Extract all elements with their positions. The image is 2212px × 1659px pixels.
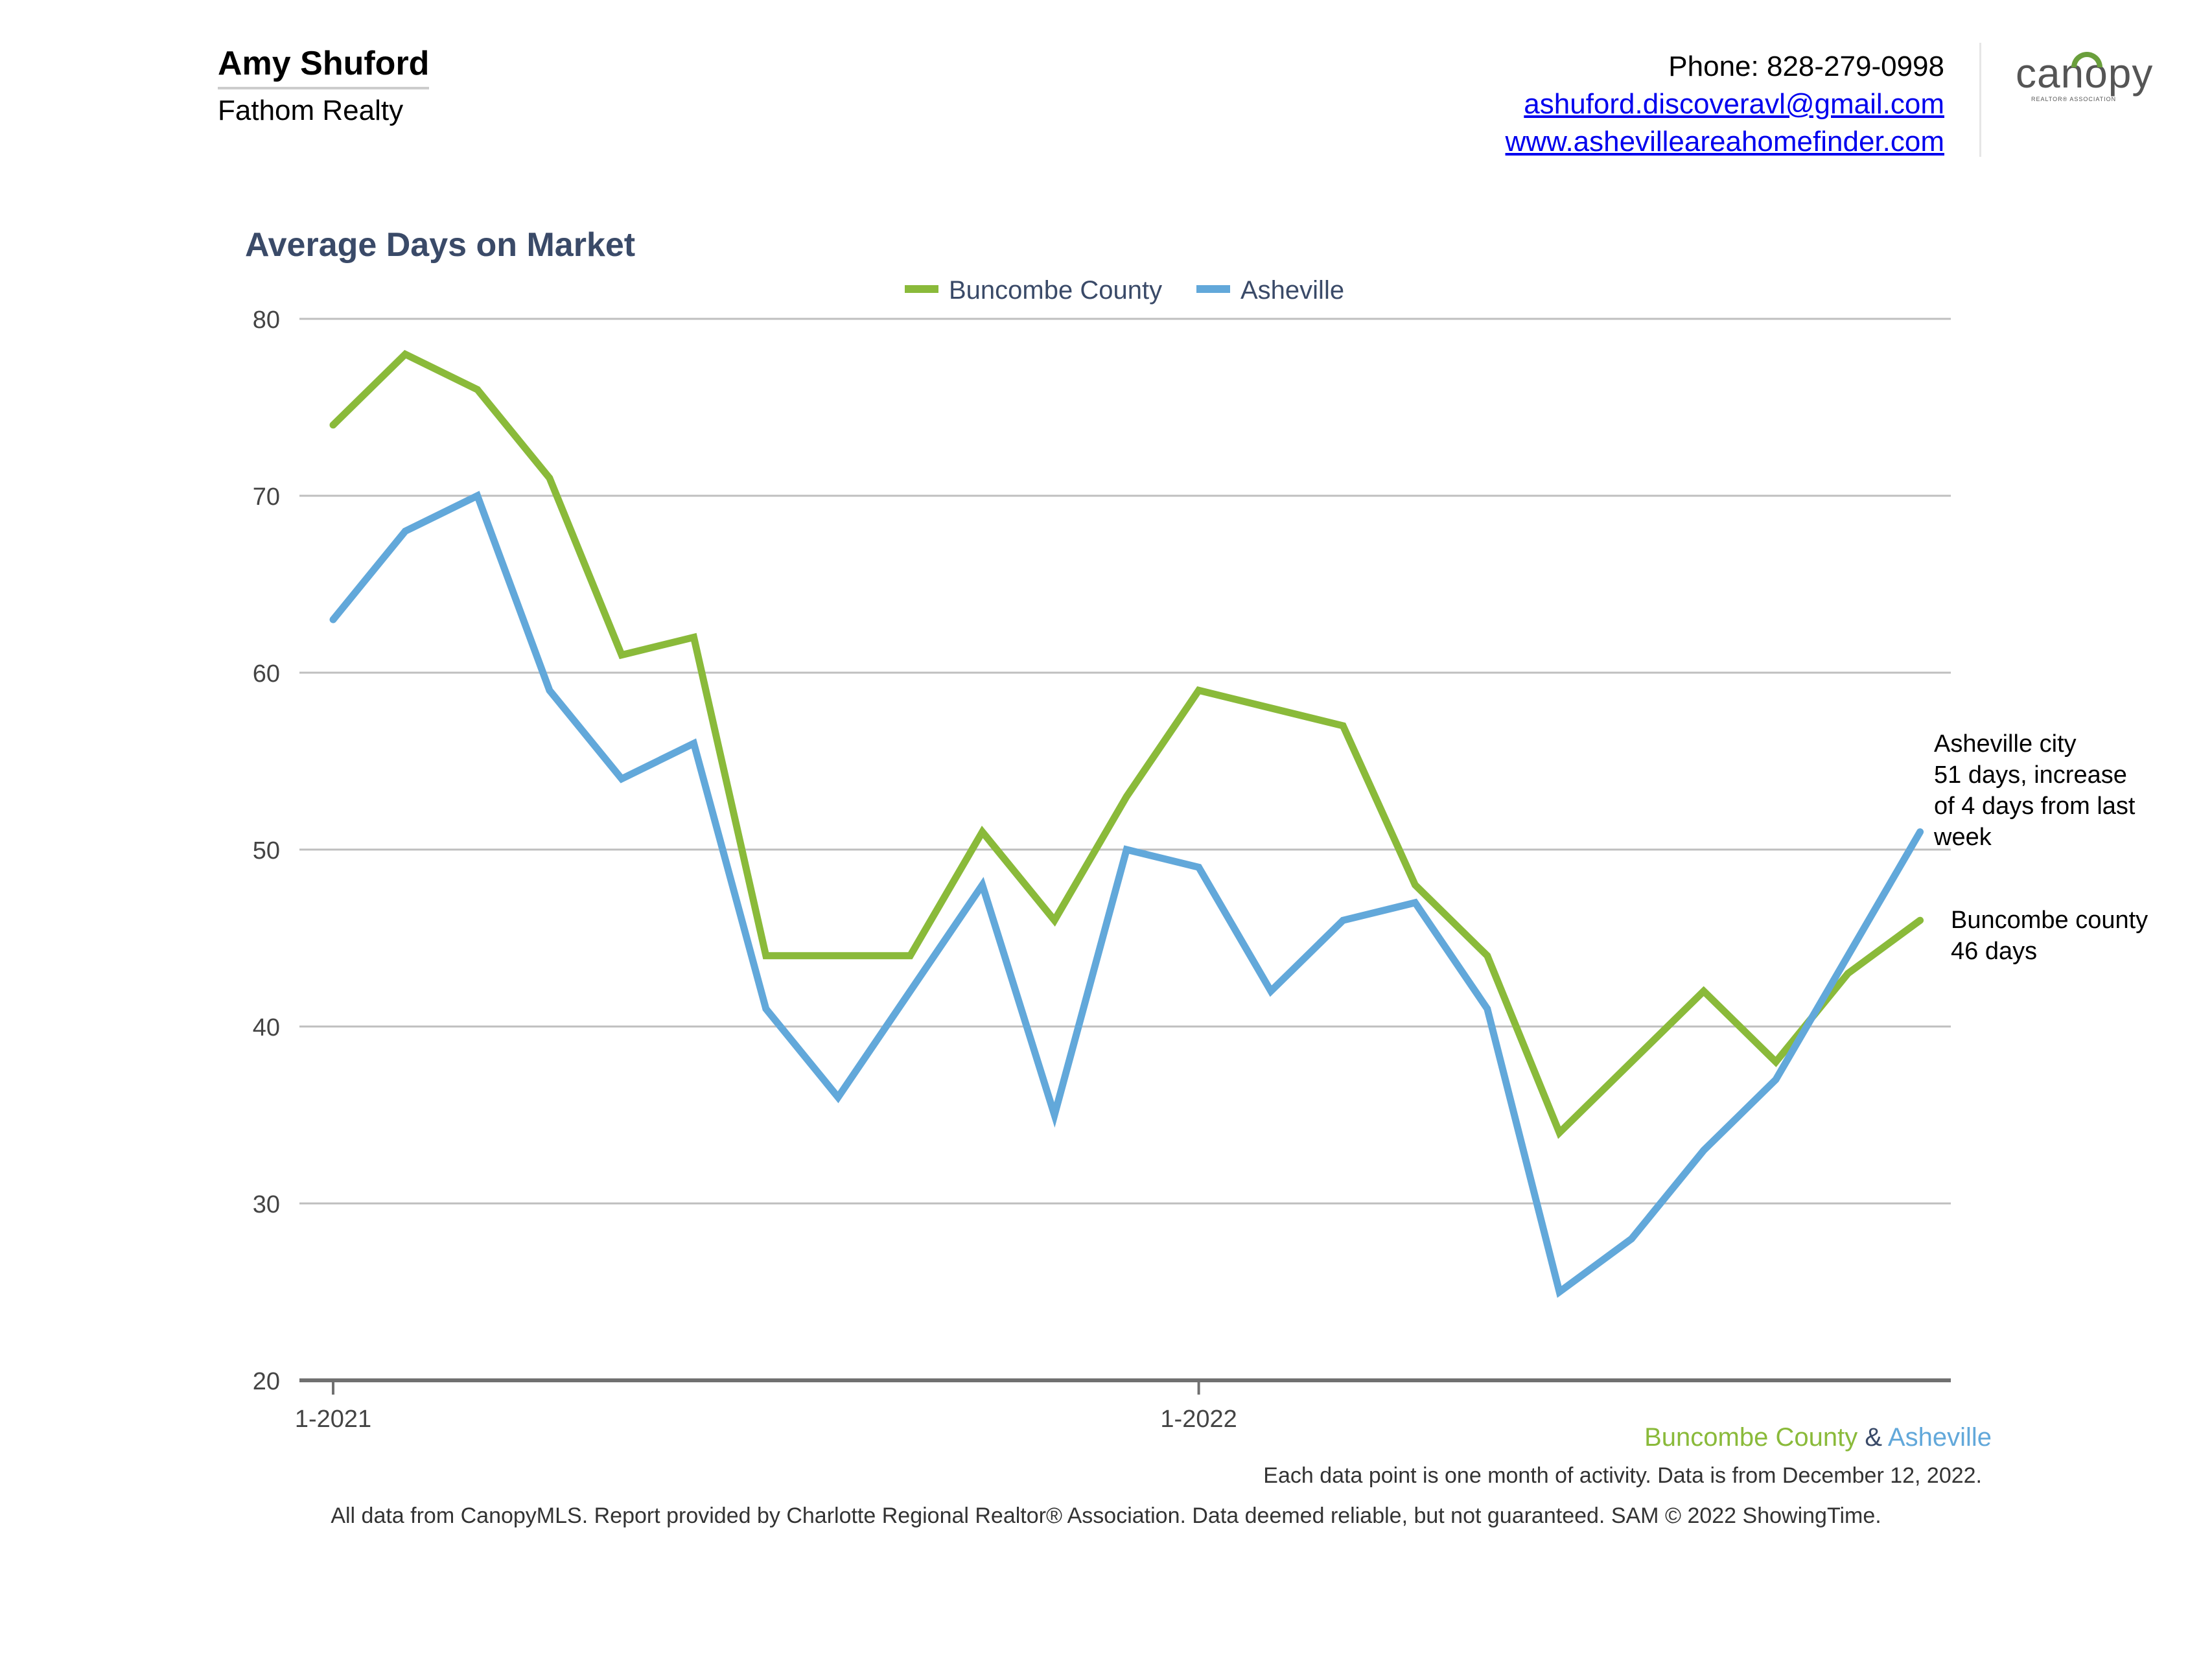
annotation-buncombe-line: Buncombe county: [1951, 907, 2148, 934]
x-tick-label-1-2022: 1-2022: [1160, 1406, 1237, 1433]
header-divider: [1979, 43, 1981, 157]
data-point: [1556, 1288, 1563, 1295]
data-point: [1123, 793, 1130, 800]
phone-number: Phone: 828-279-0998: [1668, 51, 1944, 82]
annotation-asheville-line: week: [1933, 824, 1992, 851]
data-point: [907, 988, 914, 995]
data-point: [1773, 1058, 1779, 1065]
data-point: [1051, 917, 1058, 924]
data-point: [474, 493, 481, 499]
data-point: [1845, 952, 1852, 959]
data-point: [835, 952, 842, 959]
footer-series-a: Buncombe County: [1644, 1423, 1858, 1452]
data-point: [1484, 1005, 1491, 1012]
y-tick-label-60: 60: [253, 660, 280, 688]
footer-note: Each data point is one month of activity…: [1263, 1463, 1982, 1488]
website-link[interactable]: www.ashevilleareahomefinder.com: [1505, 126, 1944, 157]
y-tick-label-70: 70: [253, 483, 280, 511]
data-point: [1267, 988, 1274, 995]
data-point: [1556, 1129, 1563, 1136]
email-link[interactable]: ashuford.discoveravl@gmail.com: [1524, 88, 1944, 120]
data-point: [618, 651, 625, 658]
data-point: [546, 687, 553, 694]
data-point: [618, 775, 625, 782]
series-line-asheville: [329, 491, 1924, 1298]
logo-subtext: REALTOR® ASSOCIATION: [2031, 96, 2117, 102]
data-point: [690, 740, 697, 747]
data-point: [1051, 1111, 1058, 1119]
data-point: [1773, 1076, 1779, 1083]
data-point: [979, 881, 986, 888]
legend-label-1: Asheville: [1240, 276, 1344, 305]
data-point: [1916, 828, 1924, 835]
data-point: [1412, 881, 1419, 888]
data-point: [1628, 1058, 1635, 1065]
annotation-buncombe-line: 46 days: [1951, 938, 2037, 965]
footer-series-label: Buncombe County & Asheville: [1644, 1423, 1992, 1452]
data-point: [1700, 1147, 1707, 1154]
data-point: [1845, 970, 1852, 977]
legend-label-0: Buncombe County: [949, 276, 1162, 305]
data-point: [330, 616, 336, 623]
data-point: [1340, 722, 1347, 729]
y-tick-label-50: 50: [253, 837, 280, 864]
data-point: [330, 421, 336, 428]
agent-company: Fathom Realty: [218, 95, 404, 126]
y-tick-label-80: 80: [253, 307, 280, 334]
series-line-buncombe-county: [329, 349, 1924, 1139]
x-tick-label-1-2021: 1-2021: [295, 1406, 371, 1433]
data-point: [1123, 846, 1130, 853]
logo-arc-icon: [2071, 52, 2102, 67]
data-point: [1195, 687, 1202, 694]
footer-ampersand: &: [1857, 1423, 1888, 1452]
annotation-asheville-line: 51 days, increase: [1934, 761, 2127, 789]
data-point: [762, 952, 769, 959]
contact-block: Phone: 828-279-0998 ashuford.discoveravl…: [1506, 48, 1944, 161]
annotation-asheville-line: Asheville city: [1934, 730, 2077, 758]
canopy-logo: canopy REALTOR® ASSOCIATION: [2016, 49, 2171, 102]
data-point: [1340, 917, 1347, 924]
footer-source: All data from CanopyMLS. Report provided…: [331, 1503, 1881, 1528]
agent-name: Amy Shuford: [218, 44, 430, 89]
chart-title: Average Days on Market: [245, 226, 636, 264]
footer-series-b: Asheville: [1887, 1423, 1992, 1452]
data-point: [835, 1094, 842, 1101]
data-point: [1195, 864, 1202, 871]
data-point: [1484, 952, 1491, 959]
data-point: [474, 386, 481, 393]
data-point: [402, 351, 409, 358]
data-point: [1412, 899, 1419, 906]
data-point: [1628, 1235, 1635, 1242]
data-point: [1700, 988, 1707, 995]
data-point: [907, 952, 914, 959]
y-tick-label-30: 30: [253, 1191, 280, 1218]
data-point: [402, 528, 409, 535]
data-point: [690, 634, 697, 641]
data-point: [546, 474, 553, 481]
y-tick-label-20: 20: [253, 1368, 280, 1395]
y-tick-label-40: 40: [253, 1014, 280, 1041]
data-point: [1916, 917, 1924, 924]
data-point: [762, 1005, 769, 1012]
data-point: [979, 828, 986, 835]
data-point: [1267, 704, 1274, 712]
annotation-asheville-line: of 4 days from last: [1934, 793, 2136, 820]
